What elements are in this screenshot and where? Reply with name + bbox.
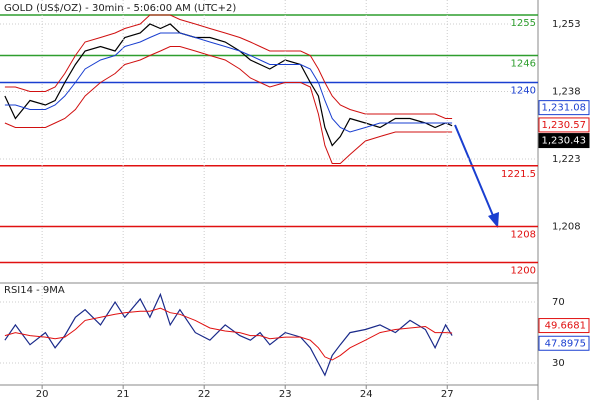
- price-badge: [538, 100, 590, 116]
- series-line: [4, 14, 453, 119]
- level-label: 1200: [511, 266, 536, 277]
- level-label: 1246: [511, 58, 536, 69]
- series-line: [4, 46, 453, 164]
- panel-title: RSI14 - 9MA: [4, 285, 65, 296]
- y-tick-label: 70: [552, 297, 565, 308]
- price-badge: [538, 318, 590, 334]
- x-tick-label: 27: [441, 389, 454, 400]
- level-label: 1255: [511, 18, 536, 29]
- price-badge-label: 1,230.57: [541, 120, 586, 131]
- chart-title: GOLD (US$/OZ) - 30min - 5:06:00 AM (UTC+…: [4, 3, 236, 14]
- y-tick-label: 1,208: [552, 222, 581, 233]
- y-tick-label: 30: [552, 358, 565, 369]
- price-badge-label: 47.8975: [545, 338, 586, 349]
- series-line: [4, 292, 453, 377]
- x-tick-label: 24: [360, 389, 373, 400]
- x-tick-label: 22: [198, 389, 211, 400]
- forecast-arrow: [454, 124, 495, 219]
- price-badge-label: 49.6681: [545, 321, 586, 332]
- arrow-head: [488, 212, 499, 228]
- level-label: 1221.5: [501, 169, 536, 180]
- x-tick-label: 20: [36, 389, 49, 400]
- y-tick-label: 1,238: [552, 86, 581, 97]
- price-badge-label: 1,230.43: [541, 136, 586, 147]
- x-tick-label: 21: [117, 389, 130, 400]
- x-tick-label: 23: [279, 389, 292, 400]
- price-badge: [538, 133, 590, 149]
- level-label: 1240: [511, 85, 536, 96]
- y-tick-label: 1,223: [552, 154, 581, 165]
- y-tick-label: 1,253: [552, 19, 581, 30]
- series-line: [4, 32, 453, 133]
- level-label: 1208: [511, 230, 536, 241]
- price-badge: [538, 117, 590, 133]
- series-line: [4, 307, 453, 361]
- price-badge: [538, 335, 590, 351]
- price-badge-label: 1,231.08: [541, 103, 586, 114]
